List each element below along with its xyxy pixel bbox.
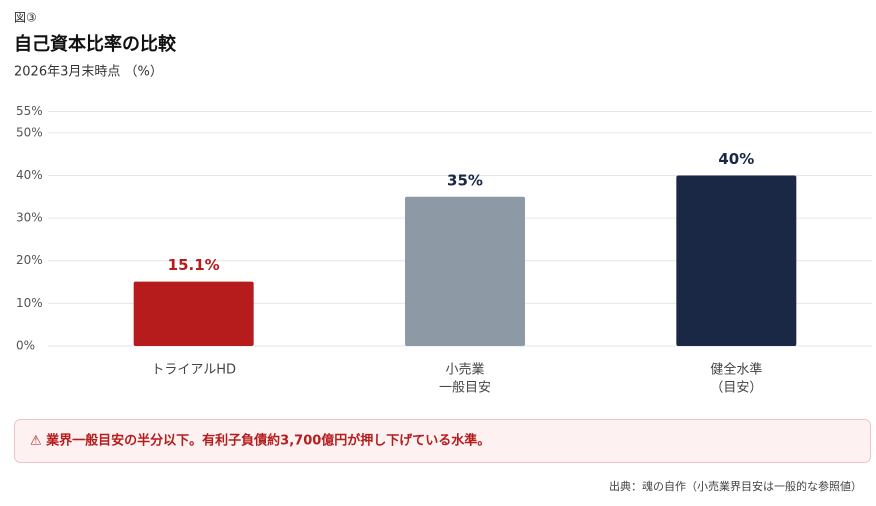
y-tick-label: 55% bbox=[16, 104, 43, 118]
y-tick-label: 10% bbox=[16, 296, 43, 310]
x-tick-label: （目安） bbox=[710, 381, 762, 396]
x-tick-label: 一般目安 bbox=[439, 380, 491, 396]
y-tick-label: 0% bbox=[16, 339, 35, 353]
bar bbox=[405, 196, 525, 346]
x-tick-label: 小売業 bbox=[445, 362, 484, 378]
value-label: 40% bbox=[718, 150, 754, 168]
y-tick-label: 30% bbox=[16, 211, 43, 225]
note-box bbox=[14, 419, 871, 463]
y-tick-label: 20% bbox=[16, 253, 43, 267]
x-tick-label: トライアルHD bbox=[151, 363, 236, 378]
value-label: 35% bbox=[447, 171, 483, 189]
figure-label: 図③ bbox=[14, 11, 37, 25]
x-tick-label: 健全水準 bbox=[710, 362, 762, 378]
chart-title: 自己資本比率の比較 bbox=[14, 33, 177, 55]
bar bbox=[133, 281, 254, 346]
source: 出典：魂の自作（小売業界目安は一般的な参照値） bbox=[609, 479, 862, 493]
value-label: 15.1% bbox=[168, 256, 220, 274]
y-tick-label: 40% bbox=[16, 168, 43, 182]
bar bbox=[676, 175, 797, 346]
chart-subtitle: 2026年3月末時点 （%） bbox=[14, 65, 163, 80]
note: ⚠ 業界一般目安の半分以下。有利子負債約3,700億円が押し下げている水準。 bbox=[30, 433, 490, 449]
y-tick-label: 50% bbox=[16, 125, 43, 139]
